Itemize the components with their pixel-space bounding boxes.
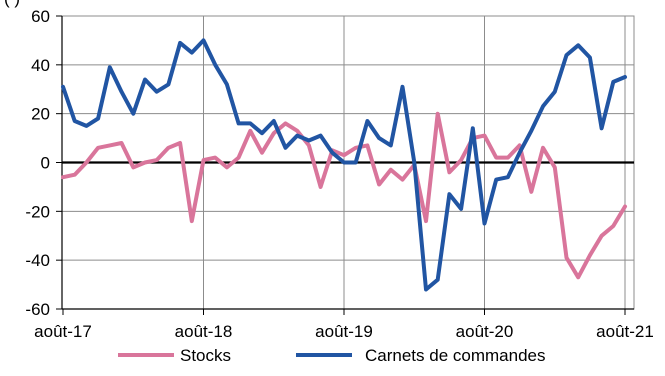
series-line-stocks [61,111,627,280]
legend-label: Carnets de commandes [365,346,545,365]
y-tick-label: 40 [31,56,50,75]
y-tick-label: 60 [31,7,50,26]
legend: Stocks Carnets de commandes [118,346,545,365]
series-line-carnets-de-commandes [61,38,627,292]
x-tick-label: août-17 [34,322,92,341]
legend-label: Stocks [180,346,231,365]
y-tick-label: -20 [25,202,50,221]
tick-labels: -60 -40 -20 0 20 40 60 août-17 août-18 août-19 aoû… [25,7,653,341]
y-tick-label: 0 [41,154,50,173]
x-tick-label: août-18 [175,322,233,341]
y-tick-label: -40 [25,251,50,270]
x-tick-label: août-21 [596,322,654,341]
y-tick-label: 20 [31,105,50,124]
y-tick-label: -60 [25,300,50,319]
x-tick-label: août-20 [456,322,514,341]
header-fragment: ( ) [4,0,20,8]
series-lines [61,38,627,292]
x-tick-label: août-19 [315,322,373,341]
